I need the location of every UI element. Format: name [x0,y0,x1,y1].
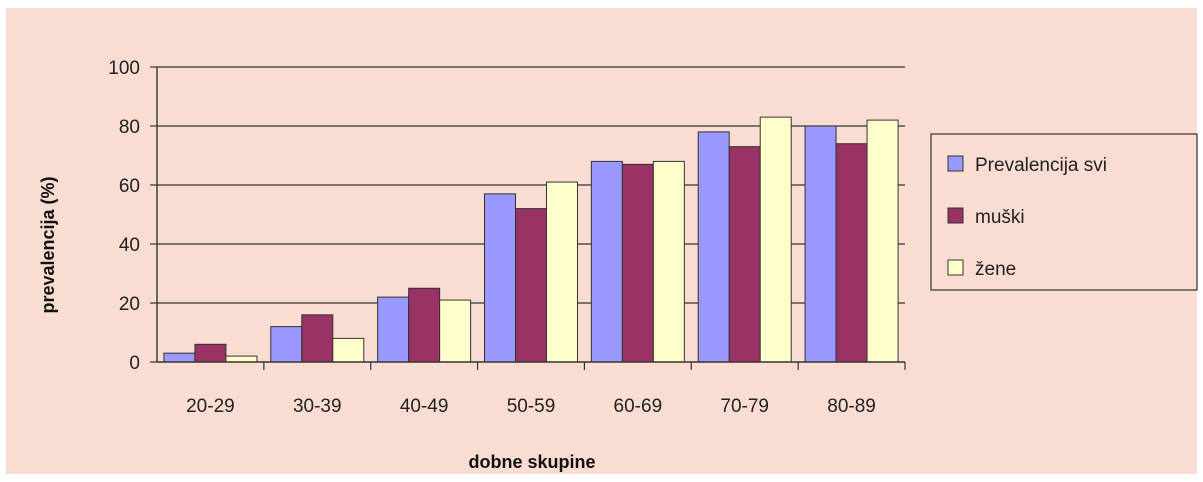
bar-80-89-series-2 [866,119,899,363]
bar-60-69-series-2 [652,160,685,363]
bar-50-59-series-2 [546,181,578,363]
bar-50-59-series-1 [515,208,547,363]
x-tick-label: 50-59 [507,396,556,417]
x-tick-label: 20-29 [186,396,235,417]
bar-30-39-series-2 [332,337,365,363]
x-tick-label: 80-89 [827,396,876,417]
legend-swatch [947,155,964,172]
legend-label: muški [975,207,1025,228]
bar-30-39-series-1 [301,314,334,363]
legend-box [930,133,1198,291]
bar-40-49-series-0 [377,296,410,363]
bar-60-69-series-0 [590,160,623,363]
legend-label: Prevalencija svi [975,155,1107,176]
legend-swatch [947,207,964,224]
legend-swatch [947,259,964,276]
bar-20-29-series-0 [163,352,196,363]
bar-80-89-series-0 [804,125,837,363]
x-tick-label: 40-49 [400,396,449,417]
y-tick-label: 100 [108,58,140,79]
bar-40-49-series-2 [439,299,472,363]
y-tick-label: 60 [119,176,140,197]
y-tick-label: 0 [129,353,140,374]
bar-70-79-series-2 [759,116,792,363]
y-tick-label: 40 [119,235,140,256]
bar-70-79-series-1 [728,146,761,363]
bar-70-79-series-0 [697,131,730,363]
bar-40-49-series-1 [408,287,441,363]
x-tick-label: 70-79 [720,396,769,417]
axes: 0 20 40 60 80 100 20-29 30-39 40-49 50-59 60-69 70-… [108,58,906,417]
bar-50-59-series-0 [484,193,516,363]
bar-20-29-series-1 [194,343,227,363]
x-tick-label: 60-69 [614,396,663,417]
legend: Prevalencija svi muški žene [930,133,1198,291]
y-tick-label: 20 [119,294,140,315]
x-axis-title: dobne skupine [468,452,595,472]
bar-80-89-series-1 [835,143,868,363]
x-tick-label: 30-39 [293,396,342,417]
bar-20-29-series-2 [225,355,258,363]
bar-60-69-series-1 [621,163,654,363]
bar-30-39-series-0 [270,326,303,363]
y-axis-title: prevalencija (%) [38,176,58,313]
y-tick-label: 80 [119,117,140,138]
legend-label: žene [975,259,1016,280]
